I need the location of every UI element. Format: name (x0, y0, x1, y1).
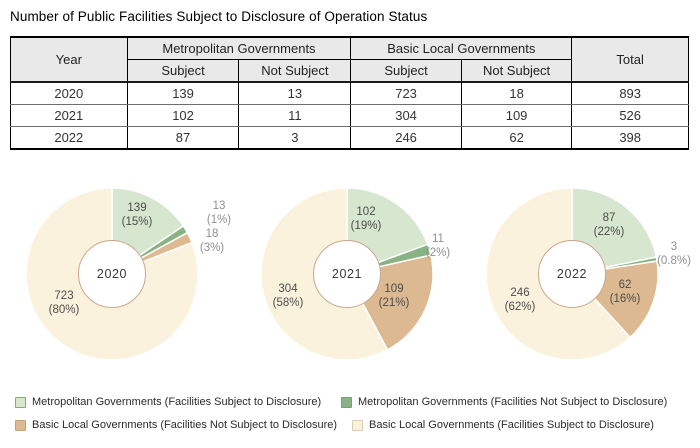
slice-percent: (0.8%) (657, 255, 691, 267)
table-row-2020: 2020 139 13 723 18 893 (10, 82, 689, 105)
legend-swatch-metro-not-subject (341, 396, 352, 408)
slice-label-metro-subject-2021: 102 (19%) (351, 205, 382, 233)
slice-value: 87 (602, 211, 616, 224)
slice-label-basic-subject-2021: 304 (58%) (273, 282, 304, 310)
cell-metro-subject: 87 (126, 126, 240, 149)
slice-percent: (15%) (121, 216, 153, 228)
cell-total: 893 (571, 82, 689, 105)
legend-item-basic-subject: Basic Local Governments (Facilities Subj… (352, 419, 654, 431)
slice-value: 13 (212, 199, 226, 212)
cell-metro-not-subject: 13 (238, 82, 352, 105)
slice-label-metro-not-subject-2021: 11 (2%) (426, 232, 450, 260)
cell-metro-not-subject: 11 (238, 104, 352, 127)
header-total: Total (571, 37, 689, 83)
legend-label: Basic Local Governments (Facilities Not … (32, 419, 338, 431)
donut-svg-2020 (25, 187, 199, 361)
header-basic-not-subject: Not Subject (460, 59, 573, 83)
slice-percent: (58%) (272, 297, 304, 309)
legend-item-metro-subject: Metropolitan Governments (Facilities Sub… (15, 396, 321, 408)
slice-percent: (1%) (206, 214, 232, 226)
donut-hole-2022 (538, 240, 606, 308)
slice-value: 246 (510, 286, 530, 299)
cell-basic-subject: 723 (350, 82, 462, 105)
slice-value: 304 (278, 282, 298, 295)
slice-label-basic-subject-2020: 723 (80%) (49, 289, 80, 317)
slice-label-basic-not-subject-2022: 62 (16%) (610, 278, 641, 306)
slice-label-metro-subject-2020: 139 (15%) (122, 201, 153, 229)
slice-value: 723 (54, 289, 74, 302)
legend-label: Metropolitan Governments (Facilities Sub… (32, 396, 322, 408)
slice-label-basic-subject-2022: 246 (62%) (505, 286, 536, 314)
donut-svg-2022 (485, 187, 659, 361)
donut-chart-2021: 2021 102 (19%) 11 (2%) 109 (21%) 304 (58%) (233, 184, 466, 384)
slice-label-metro-subject-2022: 87 (22%) (594, 211, 625, 239)
pie-slice-basic-subject-2020 (25, 187, 199, 361)
legend-swatch-basic-not-subject (15, 419, 26, 431)
cell-year: 2021 (10, 104, 128, 127)
cell-basic-not-subject: 62 (460, 126, 573, 149)
donut-hole-2020 (78, 240, 146, 308)
cell-total: 526 (571, 104, 689, 127)
slice-value: 3 (670, 240, 678, 253)
header-metro-subject: Subject (126, 59, 240, 83)
cell-basic-not-subject: 109 (460, 104, 573, 127)
slice-value: 109 (384, 282, 404, 295)
legend-swatch-metro-subject (15, 396, 26, 408)
slice-percent: (80%) (48, 304, 80, 316)
legend-label: Basic Local Governments (Facilities Subj… (369, 419, 654, 431)
slice-percent: (21%) (378, 297, 410, 309)
donut-center-year-2020: 2020 (96, 267, 128, 281)
header-basic-local-governments: Basic Local Governments (350, 37, 573, 60)
cell-basic-subject: 246 (350, 126, 462, 149)
facilities-table: Year Metropolitan Governments Basic Loca… (10, 36, 689, 150)
header-year: Year (10, 37, 128, 83)
table-row-2021: 2021 102 11 304 109 526 (10, 104, 689, 127)
legend: Metropolitan Governments (Facilities Sub… (0, 392, 700, 438)
cell-year: 2020 (10, 82, 128, 105)
legend-item-basic-not-subject: Basic Local Governments (Facilities Not … (15, 419, 337, 431)
donut-center-year-2021: 2021 (331, 267, 363, 281)
cell-metro-not-subject: 3 (238, 126, 352, 149)
cell-metro-subject: 139 (126, 82, 240, 105)
slice-percent: (22%) (593, 226, 625, 238)
slice-percent: (19%) (350, 220, 382, 232)
donut-chart-2022: 2022 87 (22%) 3 (0.8%) 62 (16%) 246 (62%) (466, 184, 699, 384)
donut-hole-2021 (313, 240, 381, 308)
cell-basic-not-subject: 18 (460, 82, 573, 105)
charts-row: 2020 139 (15%) 13 (1%) 18 (3%) 723 (80%) 2021 102… (0, 184, 700, 384)
slice-value: 11 (432, 232, 444, 245)
slice-label-metro-not-subject-2020: 13 (1%) (207, 199, 231, 227)
table-header-sub-row: Subject Not Subject Subject Not Subject (11, 59, 689, 83)
legend-item-metro-not-subject: Metropolitan Governments (Facilities Not… (341, 396, 667, 408)
table-header-group-row: Year Metropolitan Governments Basic Loca… (10, 37, 689, 83)
donut-svg-2021 (260, 187, 434, 361)
page-title: Number of Public Facilities Subject to D… (10, 9, 428, 24)
slice-value: 18 (205, 227, 219, 240)
slice-label-metro-not-subject-2022: 3 (0.8%) (657, 240, 691, 268)
slice-percent: (2%) (425, 247, 451, 259)
slice-percent: (62%) (504, 301, 536, 313)
donut-center-year-2022: 2022 (556, 267, 588, 281)
cell-basic-subject: 304 (350, 104, 462, 127)
slice-value: 102 (356, 205, 376, 218)
cell-year: 2022 (10, 126, 128, 149)
slice-percent: (3%) (199, 242, 225, 254)
header-metropolitan-governments: Metropolitan Governments (126, 37, 352, 60)
legend-label: Metropolitan Governments (Facilities Not… (358, 396, 668, 408)
slice-value: 139 (127, 201, 147, 214)
legend-swatch-basic-subject (352, 419, 363, 431)
donut-chart-2020: 2020 139 (15%) 13 (1%) 18 (3%) 723 (80%) (0, 184, 233, 384)
slice-percent: (16%) (609, 293, 641, 305)
slice-label-basic-not-subject-2021: 109 (21%) (379, 282, 410, 310)
header-basic-subject: Subject (350, 59, 462, 83)
table-row-2022: 2022 87 3 246 62 398 (10, 126, 689, 149)
cell-metro-subject: 102 (126, 104, 240, 127)
slice-value: 62 (618, 278, 632, 291)
header-metro-not-subject: Not Subject (238, 59, 352, 83)
slice-label-basic-not-subject-2020: 18 (3%) (200, 227, 224, 255)
cell-total: 398 (571, 126, 689, 149)
